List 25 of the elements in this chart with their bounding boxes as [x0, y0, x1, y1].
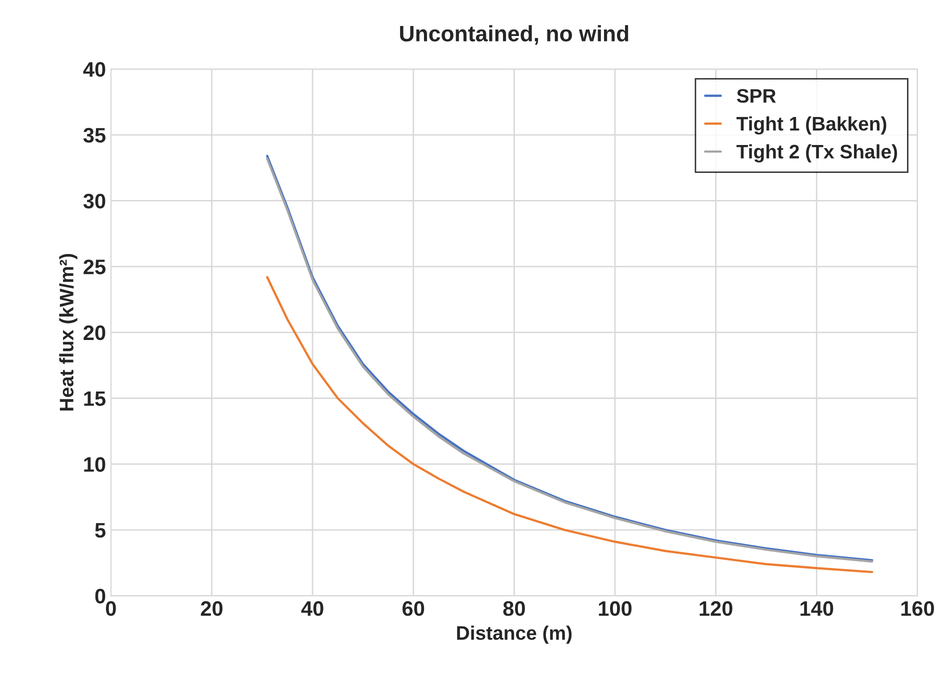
x-tick-label: 40 — [301, 601, 324, 616]
y-tick-label: 25 — [84, 260, 106, 274]
x-tick-label: 120 — [700, 601, 732, 616]
x-tick-label: 60 — [402, 601, 424, 616]
x-axis-title: Distance (m) — [457, 626, 572, 644]
y-tick-label: 30 — [83, 194, 106, 209]
y-tick-label: 15 — [84, 391, 106, 406]
y-tick-label: 35 — [83, 128, 106, 143]
x-tick-label: 160 — [901, 601, 934, 616]
x-tick-label: 140 — [800, 601, 834, 616]
legend-label: Tight 1 (Bakken) — [736, 116, 886, 135]
x-tick-label: 80 — [503, 601, 525, 616]
chart-title: Uncontained, no wind — [400, 25, 628, 45]
x-tick-label: 0 — [106, 601, 116, 616]
y-tick-label: 20 — [84, 325, 106, 340]
legend-label: Tight 2 (Tx Shale) — [736, 144, 898, 162]
y-tick-label: 0 — [95, 588, 106, 604]
y-tick-label: 40 — [83, 62, 106, 77]
y-tick-label: 5 — [95, 523, 106, 538]
line-series — [266, 276, 874, 574]
x-tick-label: 100 — [598, 601, 632, 616]
legend-label: SPR — [736, 89, 776, 103]
y-axis-title: Heat flux (kW/m²) — [59, 254, 78, 411]
y-tick-label: 10 — [84, 457, 106, 472]
x-tick-label: 20 — [200, 601, 222, 616]
